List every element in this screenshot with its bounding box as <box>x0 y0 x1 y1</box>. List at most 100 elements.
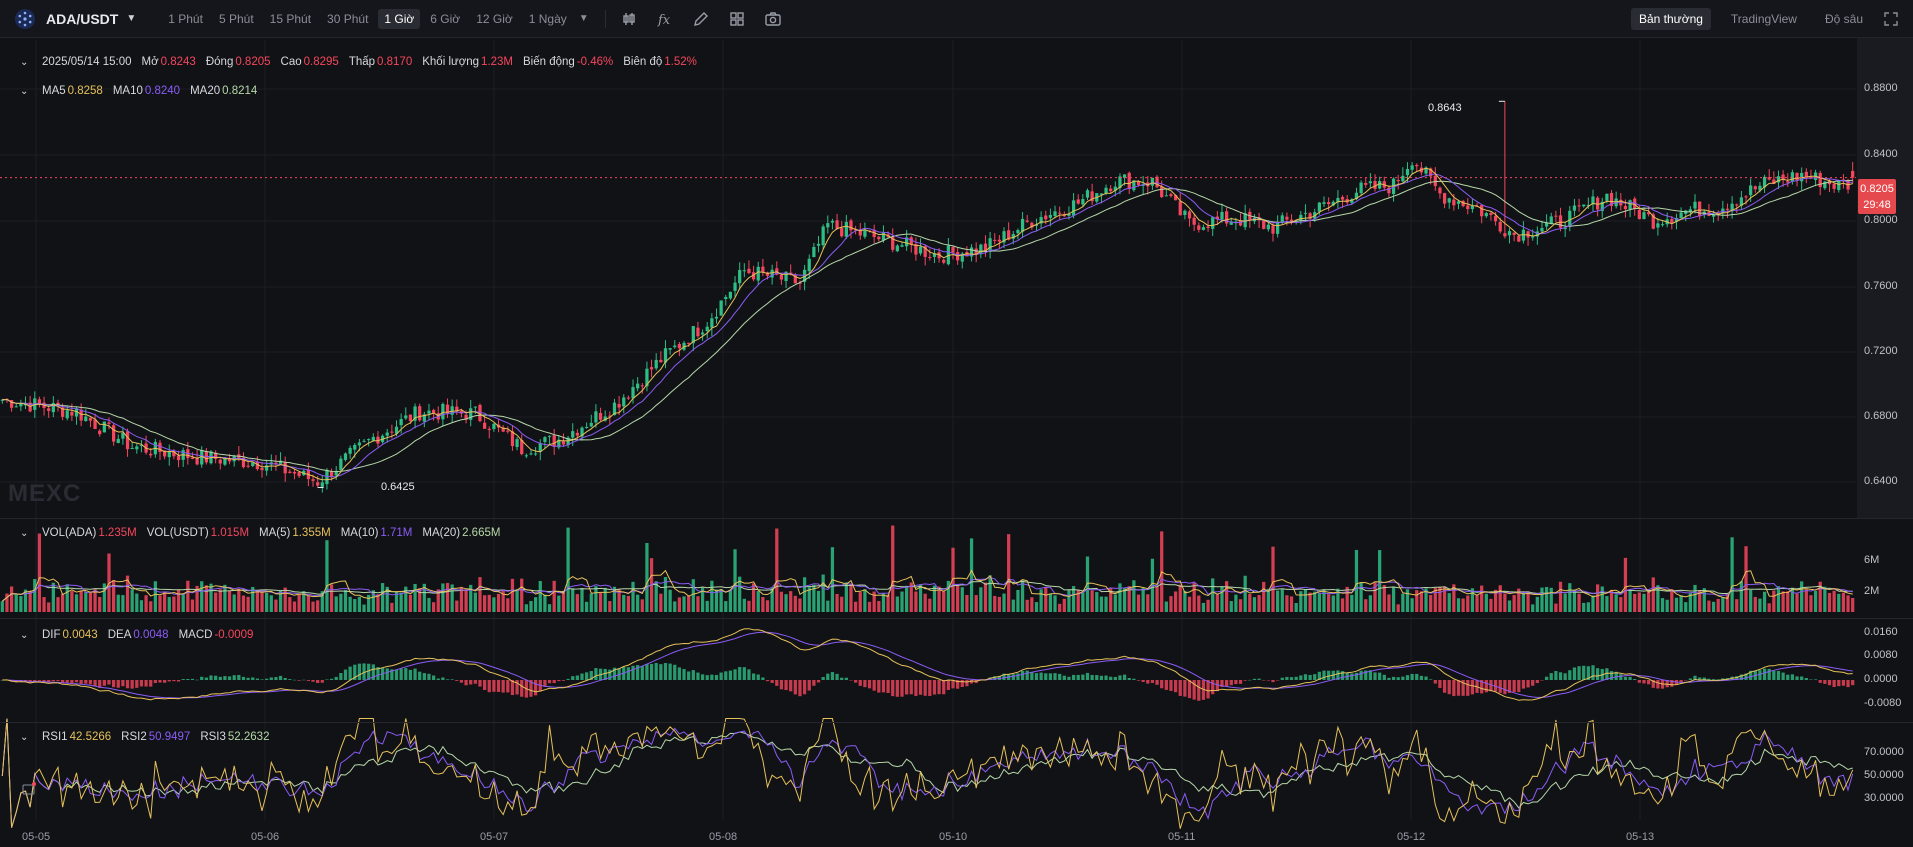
macd-histogram-bar <box>427 673 431 680</box>
candle-body <box>900 245 904 247</box>
macd-histogram-bar <box>510 680 515 696</box>
macd-histogram-bar <box>844 677 848 680</box>
volume-bar <box>1758 598 1762 612</box>
macd-histogram-bar <box>385 668 389 680</box>
macd-histogram-bar <box>1540 680 1544 681</box>
volume-bar <box>1118 583 1122 612</box>
candle-body <box>524 455 528 457</box>
interval-tab-2[interactable]: 15 Phút <box>269 11 312 26</box>
macd-histogram-bar <box>237 674 241 680</box>
view-mode-tab-0[interactable]: Bản thường <box>1630 8 1711 30</box>
draw-pencil-icon[interactable] <box>692 10 710 28</box>
candle-body <box>918 246 923 254</box>
macd-histogram-bar <box>1364 670 1368 680</box>
macd-histogram-bar <box>1025 670 1029 680</box>
macd-histogram-bar <box>1294 676 1298 680</box>
candle-body <box>510 431 515 447</box>
macd-histogram-bar <box>1285 676 1289 680</box>
volume-bar <box>1535 596 1539 612</box>
interval-tab-5[interactable]: 6 Giờ <box>430 11 461 26</box>
price-axis-tick: 0.6400 <box>1864 475 1898 487</box>
candle-body <box>214 452 218 460</box>
collapse-chevron-icon[interactable]: ⌄ <box>20 56 29 68</box>
macd-histogram-bar <box>761 677 765 680</box>
macd-histogram-bar <box>1099 675 1104 680</box>
camera-icon[interactable] <box>764 10 782 28</box>
candle-body <box>311 479 315 481</box>
vol-ada-value: 1.235M <box>98 527 137 539</box>
candle-body <box>928 257 932 259</box>
symbol-dropdown-icon[interactable]: ▼ <box>126 13 137 24</box>
interval-tab-0[interactable]: 1 Phút <box>168 11 203 26</box>
candle-body <box>1322 202 1326 204</box>
indicator-settings-icon[interactable] <box>22 782 36 796</box>
macd-histogram-bar <box>700 674 705 680</box>
macd-histogram-bar <box>478 680 482 687</box>
macd-histogram-bar <box>965 680 969 687</box>
volume-bar <box>1614 594 1618 612</box>
macd-histogram-bar <box>1164 680 1168 690</box>
volume-bar <box>1197 595 1201 612</box>
interval-tab-4[interactable]: 1 Giờ <box>378 8 421 29</box>
candle-type-icon[interactable] <box>620 10 638 28</box>
interval-tab-7[interactable]: 1 Ngày <box>528 11 567 26</box>
candle-body <box>840 227 844 237</box>
volume-bar <box>487 594 491 612</box>
macd-histogram-bar <box>636 665 640 680</box>
candle-body <box>626 397 631 399</box>
volume-bar <box>329 584 334 612</box>
macd-histogram-bar <box>1229 680 1233 686</box>
view-mode-tab-1[interactable]: TradingView <box>1730 12 1797 26</box>
high-annotation: 0.8643 <box>1428 102 1462 114</box>
macd-histogram-bar <box>390 669 394 680</box>
volume-bar <box>1716 598 1720 612</box>
volume-value: 1.23M <box>481 56 514 68</box>
macd-histogram-bar <box>176 680 181 682</box>
volume-bar <box>1572 589 1577 612</box>
macd-histogram-bar <box>260 679 264 680</box>
volume-bar <box>724 601 728 612</box>
macd-histogram-bar <box>756 674 760 680</box>
candle-body <box>1169 194 1173 197</box>
collapse-chevron-icon[interactable]: ⌄ <box>20 85 29 97</box>
volume-bar <box>1674 597 1679 612</box>
candle-body <box>399 418 403 426</box>
view-mode-tab-2[interactable]: Độ sâu <box>1824 12 1863 26</box>
candle-body <box>408 414 413 422</box>
volume-legend: ⌄ VOL(ADA) 1.235M VOL(USDT) 1.015M MA(5) 1.… <box>20 527 500 539</box>
macd-histogram-bar <box>1758 670 1762 680</box>
volume-bar <box>28 590 32 612</box>
volume-bar <box>204 585 208 612</box>
indicator-fx-icon[interactable]: fx <box>656 10 674 28</box>
interval-tab-1[interactable]: 5 Phút <box>218 11 254 26</box>
macd-histogram-bar <box>1735 676 1739 680</box>
symbol-selector[interactable]: ADA/USDT <box>46 10 119 27</box>
interval-tab-3[interactable]: 30 Phút <box>327 11 369 26</box>
candle-body <box>125 431 130 450</box>
macd-histogram-bar <box>1127 678 1131 680</box>
volume-bar <box>436 589 440 612</box>
collapse-chevron-icon[interactable]: ⌄ <box>20 629 29 641</box>
volume-bar <box>863 589 867 612</box>
volume-bar <box>362 604 366 612</box>
volume-bar <box>260 591 264 612</box>
macd-histogram-bar <box>1772 670 1776 680</box>
macd-histogram-bar <box>580 673 584 680</box>
macd-histogram-bar <box>1809 679 1813 680</box>
volume-bar <box>1020 580 1025 612</box>
layout-grid-icon[interactable] <box>728 10 746 28</box>
interval-tab-6[interactable]: 12 Giờ <box>476 11 513 26</box>
vol-usdt-value: 1.015M <box>210 527 250 539</box>
candle-body <box>673 345 677 348</box>
interval-more-icon[interactable]: ▼ <box>578 13 589 24</box>
volume-bar <box>1187 596 1192 612</box>
collapse-chevron-icon[interactable]: ⌄ <box>20 527 29 539</box>
fullscreen-icon[interactable] <box>1883 11 1899 27</box>
volume-bar <box>1220 586 1224 612</box>
candle-body <box>1591 196 1595 205</box>
macd-histogram-bar <box>441 677 445 680</box>
volume-bar <box>714 589 719 612</box>
macd-histogram-bar <box>1823 680 1827 684</box>
collapse-chevron-icon[interactable]: ⌄ <box>20 731 29 743</box>
